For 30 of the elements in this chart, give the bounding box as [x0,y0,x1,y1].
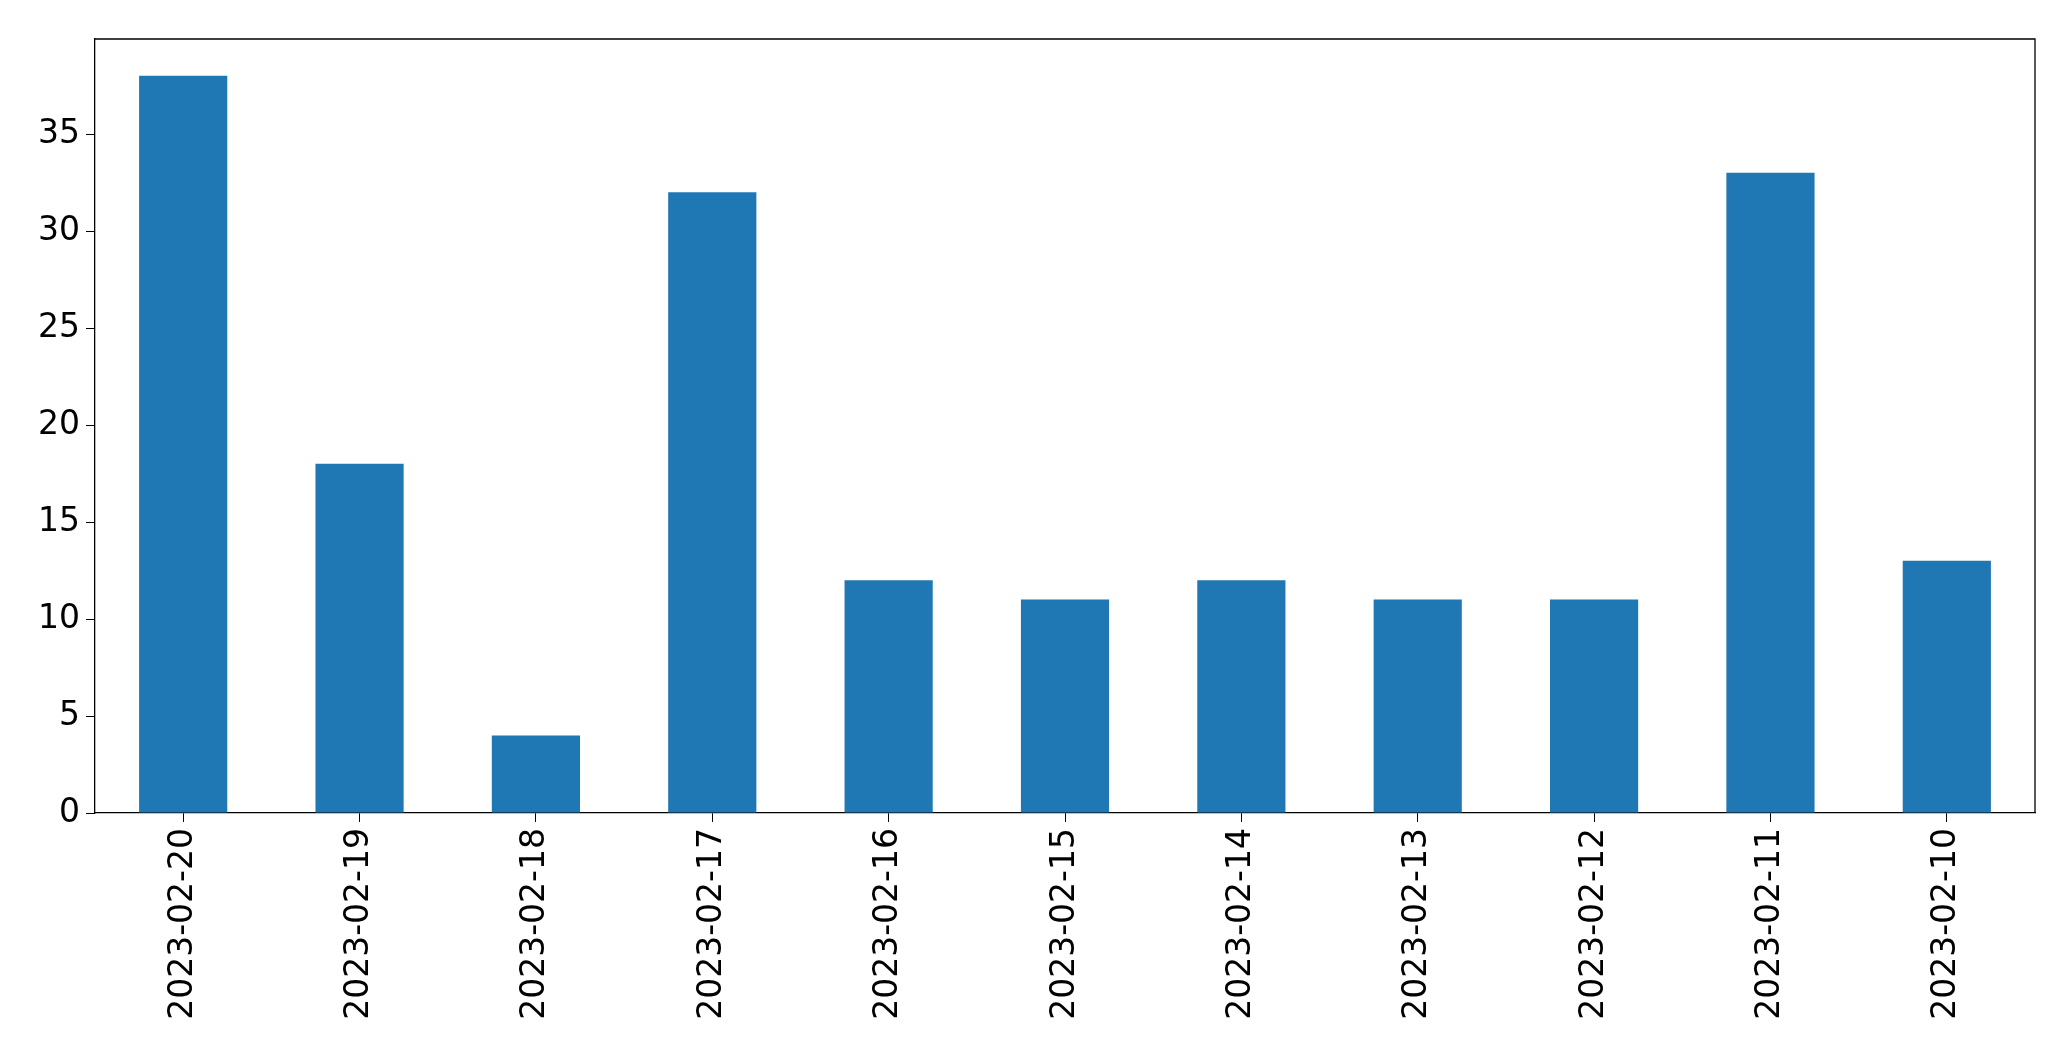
bar [1197,580,1286,813]
y-tick-label: 5 [59,693,80,733]
x-tick-label: 2023-02-12 [1571,828,1611,1020]
x-tick-label: 2023-02-15 [1042,828,1082,1020]
bar [1902,560,1991,813]
y-tick-label: 10 [38,596,80,636]
bar [315,463,404,813]
bar [844,580,933,813]
x-tick-label: 2023-02-18 [513,828,553,1020]
y-tick-label: 25 [38,305,80,345]
x-tick-label: 2023-02-20 [160,828,200,1020]
y-tick-label: 20 [38,402,80,442]
x-tick-label: 2023-02-16 [866,828,906,1020]
y-tick-label: 15 [38,499,80,539]
bar [1726,172,1815,813]
bar [139,75,228,813]
bar [1550,599,1639,813]
y-tick-label: 35 [38,111,80,151]
x-tick-label: 2023-02-10 [1924,828,1964,1020]
x-tick-label: 2023-02-17 [689,828,729,1020]
y-tick-label: 30 [38,208,80,248]
bar [491,735,580,813]
bar [668,192,757,813]
y-tick-label: 0 [59,790,80,830]
bar [1373,599,1462,813]
x-tick-label: 2023-02-14 [1218,828,1258,1020]
x-tick-label: 2023-02-19 [337,828,377,1020]
x-tick-label: 2023-02-13 [1395,828,1435,1020]
bar [1020,599,1110,813]
x-tick-label: 2023-02-11 [1748,828,1788,1020]
